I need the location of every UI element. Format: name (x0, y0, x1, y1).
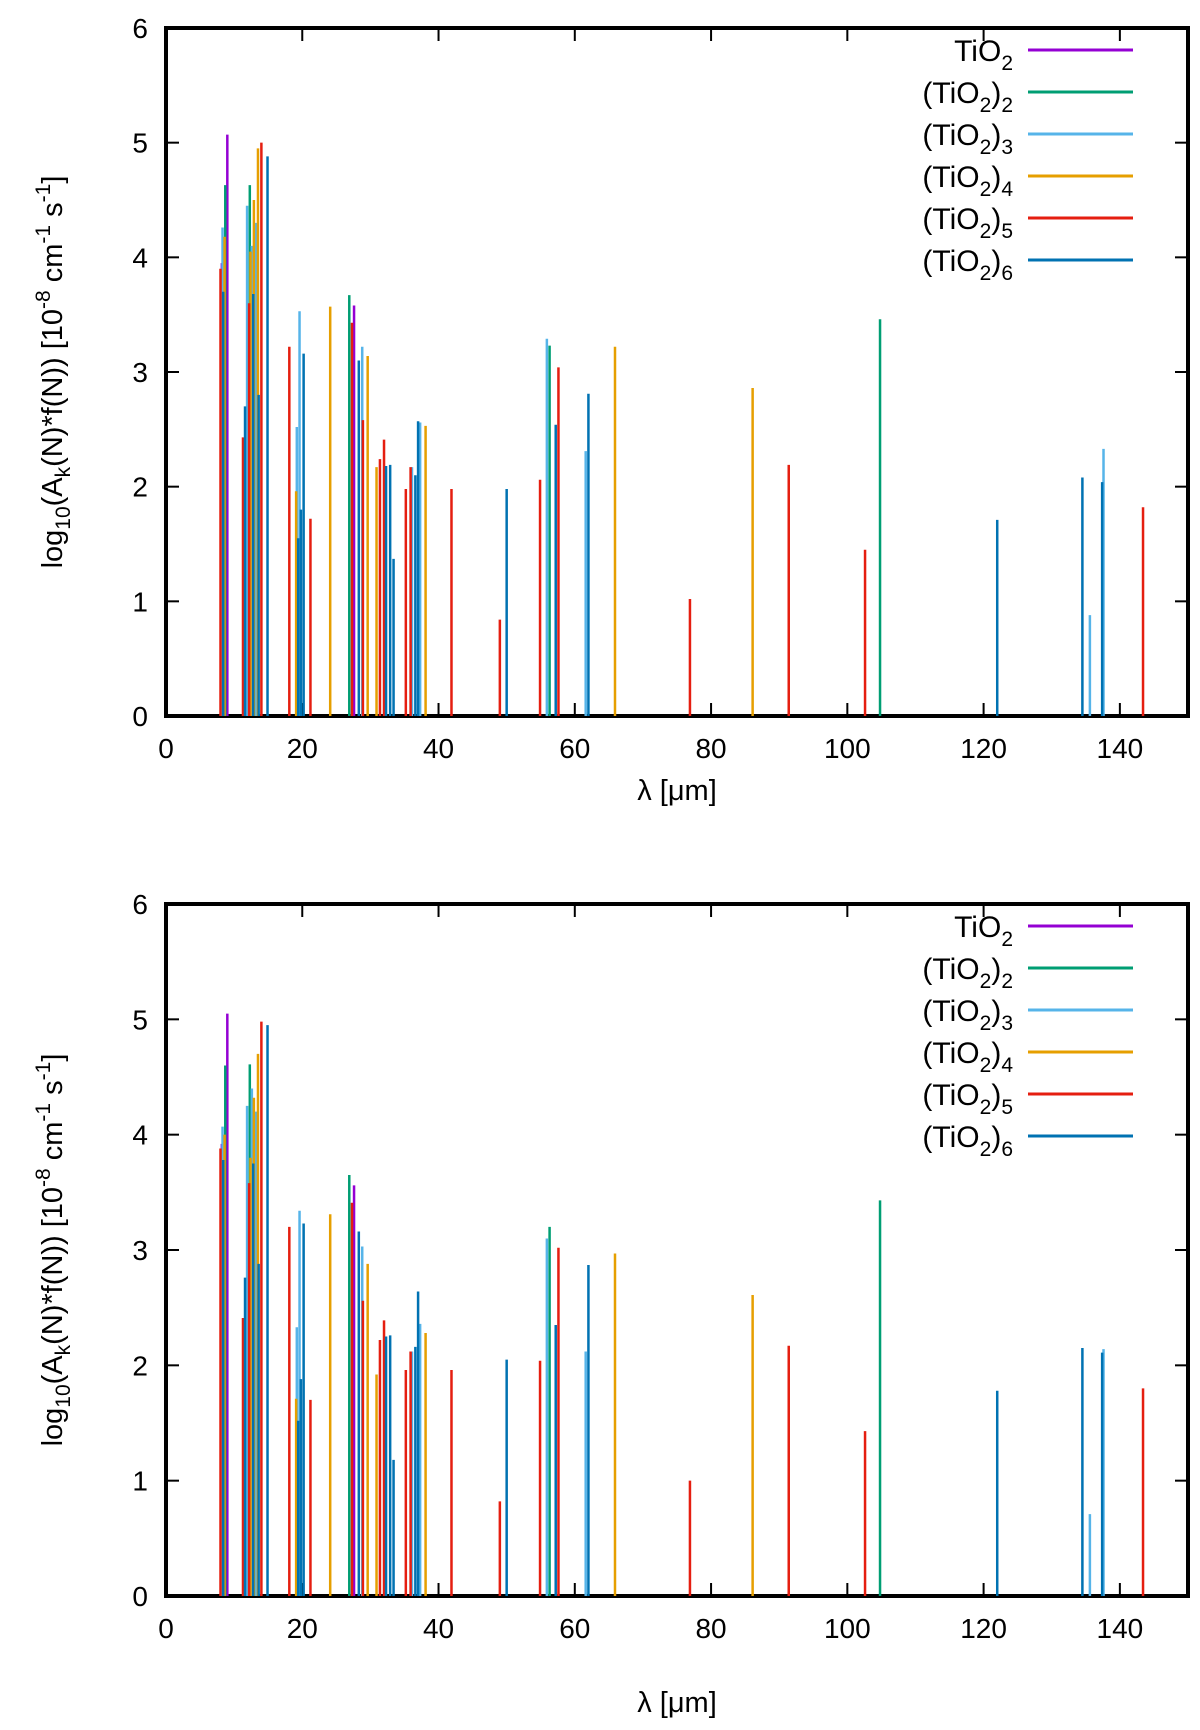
y-tick-label: 6 (132, 889, 148, 920)
x-tick-label: 100 (824, 733, 871, 764)
legend-label: (TiO2)4 (922, 161, 1013, 201)
y-tick-label: 3 (132, 1235, 148, 1266)
y-tick-label: 0 (132, 1581, 148, 1612)
plot-frame (164, 902, 1190, 1598)
y-tick-label: 3 (132, 357, 148, 388)
plot-frame (164, 26, 1190, 718)
x-tick-label: 40 (423, 1613, 454, 1644)
x-axis-label: λ [μm] (637, 775, 717, 807)
legend-label: (TiO2)2 (922, 953, 1013, 993)
x-tick-label: 120 (960, 733, 1007, 764)
x-tick-label: 140 (1097, 1613, 1144, 1644)
x-tick-label: 120 (960, 1613, 1007, 1644)
y-axis-label: log10(Ak(N)*f(N)) [10-8 cm-1 s-1] (32, 1054, 75, 1447)
y-tick-label: 2 (132, 1350, 148, 1381)
x-axis-label: λ [μm] (637, 1687, 717, 1719)
legend-label: (TiO2)5 (922, 203, 1013, 243)
y-tick-label: 6 (132, 13, 148, 44)
y-tick-label: 5 (132, 128, 148, 159)
legend-label: (TiO2)4 (922, 1037, 1013, 1077)
y-tick-label: 4 (132, 242, 148, 273)
legend-label: (TiO2)5 (922, 1079, 1013, 1119)
y-axis-label: log10(Ak(N)*f(N)) [10-8 cm-1 s-1] (32, 176, 75, 569)
y-tick-label: 5 (132, 1004, 148, 1035)
x-tick-label: 60 (559, 1613, 590, 1644)
y-tick-label: 1 (132, 1466, 148, 1497)
legend-label: (TiO2)6 (922, 1121, 1013, 1161)
x-tick-label: 0 (158, 1613, 174, 1644)
x-tick-label: 20 (287, 1613, 318, 1644)
x-tick-label: 80 (695, 1613, 726, 1644)
y-tick-label: 1 (132, 586, 148, 617)
x-tick-label: 40 (423, 733, 454, 764)
legend-label: (TiO2)6 (922, 245, 1013, 285)
x-tick-label: 60 (559, 733, 590, 764)
y-tick-label: 4 (132, 1120, 148, 1151)
legend-label: TiO2 (954, 35, 1013, 75)
legend-label: TiO2 (954, 911, 1013, 951)
x-tick-label: 0 (158, 733, 174, 764)
x-tick-label: 140 (1097, 733, 1144, 764)
x-tick-label: 20 (287, 733, 318, 764)
x-tick-label: 80 (695, 733, 726, 764)
legend-label: (TiO2)2 (922, 77, 1013, 117)
y-tick-label: 2 (132, 472, 148, 503)
y-tick-label: 0 (132, 701, 148, 732)
legend-label: (TiO2)3 (922, 119, 1013, 159)
legend-label: (TiO2)3 (922, 995, 1013, 1035)
x-tick-label: 100 (824, 1613, 871, 1644)
